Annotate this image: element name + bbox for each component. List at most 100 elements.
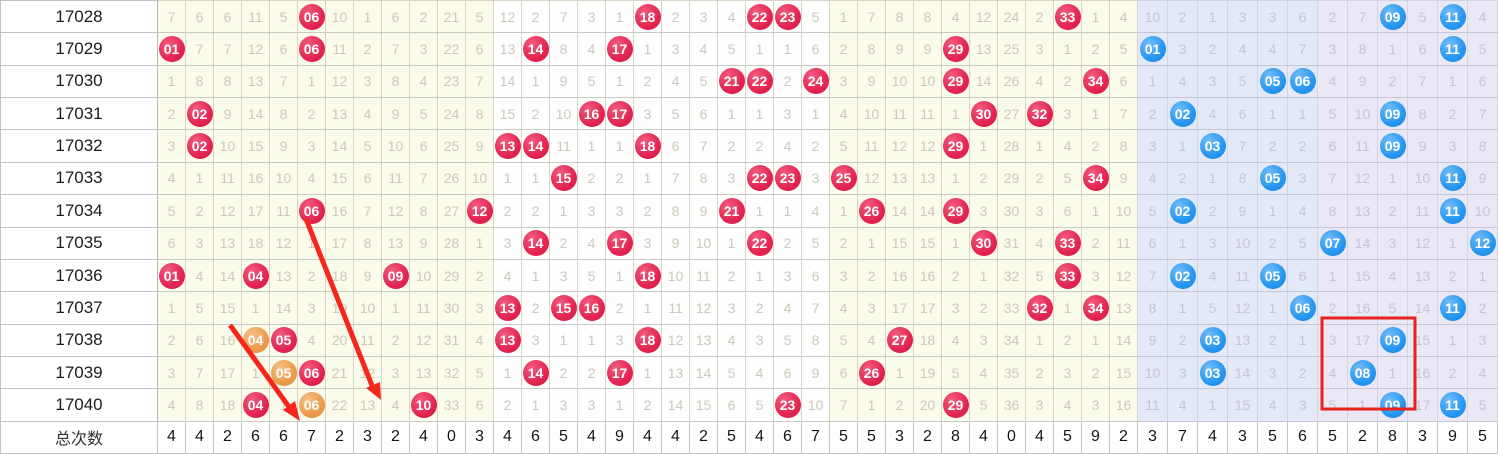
cell-drawn-ball: 07 — [1317, 226, 1348, 260]
cell-miss-count: 17 — [913, 291, 942, 325]
cell-miss-count: 12 — [1407, 226, 1438, 260]
cell-miss-count: 3 — [1167, 355, 1198, 390]
cell-miss-count: 6 — [1287, 258, 1318, 293]
cell-miss-count: 5 — [185, 291, 214, 325]
red-ball: 29 — [942, 391, 969, 418]
cell-miss-count: 1 — [1437, 64, 1468, 99]
cell-miss-count: 11 — [1227, 258, 1258, 293]
cell-drawn-ball: 12 — [465, 194, 494, 228]
cell-drawn-ball: 02 — [185, 129, 214, 163]
cell-miss-count: 9 — [801, 355, 830, 390]
total-count-cell: 5 — [717, 420, 746, 454]
cell-miss-count: 4 — [1287, 194, 1318, 228]
cell-miss-count: 4 — [829, 97, 858, 131]
cell-miss-count: 15 — [493, 97, 522, 131]
cell-miss-count: 9 — [269, 129, 298, 163]
red-ball: 26 — [858, 359, 885, 386]
red-ball: 23 — [774, 165, 801, 192]
cell-miss-count: 4 — [1257, 32, 1288, 66]
cell-miss-count: 13 — [493, 32, 522, 66]
cell-miss-count: 13 — [661, 355, 690, 390]
cell-drawn-ball: 10 — [409, 388, 438, 422]
cell-miss-count: 11 — [269, 194, 298, 228]
cell-drawn-ball: 06 — [1287, 291, 1318, 325]
cell-miss-count: 7 — [381, 32, 410, 66]
cell-miss-count: 29 — [437, 258, 466, 293]
cell-miss-count: 2 — [577, 355, 606, 390]
cell-miss-count: 2 — [1081, 226, 1110, 260]
cell-miss-count: 9 — [213, 97, 242, 131]
cell-miss-count: 7 — [549, 0, 578, 34]
cell-drawn-ball: 33 — [1053, 258, 1082, 293]
total-count-cell: 5 — [549, 420, 578, 454]
cell-miss-count: 9 — [1467, 161, 1498, 196]
draw-row-17034: 17034 5 2 12 17 11 06 16 7 12 8 27 12 2 2 1 3 3 2 8 9 21 1 1 4 1 2… — [0, 194, 1498, 228]
cell-miss-count: 3 — [1081, 388, 1110, 422]
cell-miss-count: 11 — [885, 97, 914, 131]
cell-drawn-ball: 13 — [493, 129, 522, 163]
cell-miss-count: 3 — [185, 226, 214, 260]
cell-miss-count: 6 — [1137, 226, 1168, 260]
red-ball: 33 — [1054, 230, 1081, 257]
red-ball: 30 — [970, 230, 997, 257]
cell-miss-count: 15 — [689, 388, 718, 422]
cell-miss-count: 11 — [325, 32, 354, 66]
cell-miss-count: 5 — [745, 388, 774, 422]
cell-miss-count: 32 — [997, 258, 1026, 293]
draw-row-17037: 17037 1 5 15 1 14 3 19 10 1 11 30 3 13 2 15 16 2 1 11 12 3 2 4 7… — [0, 291, 1498, 325]
cell-miss-count: 10 — [661, 258, 690, 293]
cell-miss-count: 17 — [1347, 323, 1378, 357]
cell-miss-count: 36 — [997, 388, 1026, 422]
cell-miss-count: 10 — [1227, 226, 1258, 260]
cell-miss-count: 1 — [269, 388, 298, 422]
cell-miss-count: 32 — [437, 355, 466, 390]
red-ball: 01 — [158, 262, 185, 289]
cell-miss-count: 6 — [1109, 64, 1138, 99]
cell-drawn-ball: 22 — [745, 0, 774, 34]
cell-miss-count: 7 — [1109, 97, 1138, 131]
total-count-cell: 4 — [409, 420, 438, 454]
total-count-cell: 6 — [773, 420, 802, 454]
cell-drawn-ball: 17 — [605, 355, 634, 390]
cell-miss-count: 4 — [1053, 388, 1082, 422]
cell-miss-count: 1 — [1197, 388, 1228, 422]
cell-miss-count: 4 — [381, 388, 410, 422]
cell-miss-count: 5 — [829, 323, 858, 357]
cell-miss-count: 3 — [717, 161, 746, 196]
cell-drawn-ball: 06 — [1287, 64, 1318, 99]
total-count-cell: 2 — [689, 420, 718, 454]
cell-miss-count: 1 — [773, 32, 802, 66]
cell-miss-count: 5 — [773, 323, 802, 357]
cell-miss-count: 11 — [353, 323, 382, 357]
cell-miss-count: 4 — [465, 323, 494, 357]
blue-ball: 05 — [1259, 165, 1286, 192]
cell-miss-count: 11 — [1137, 388, 1168, 422]
cell-miss-count: 15 — [325, 161, 354, 196]
cell-miss-count: 10 — [549, 97, 578, 131]
cell-miss-count: 2 — [605, 291, 634, 325]
draw-number-label: 17033 — [0, 161, 158, 196]
red-ball: 33 — [1054, 3, 1081, 30]
blue-ball: 12 — [1469, 230, 1496, 257]
cell-drawn-ball: 11 — [1437, 291, 1468, 325]
cell-miss-count: 1 — [577, 129, 606, 163]
cell-miss-count: 2 — [1257, 129, 1288, 163]
cell-miss-count: 1 — [773, 194, 802, 228]
cell-miss-count: 4 — [297, 323, 326, 357]
total-count-cell: 6 — [1287, 420, 1318, 454]
red-ball: 26 — [858, 197, 885, 224]
cell-miss-count: 4 — [1167, 388, 1198, 422]
cell-miss-count: 17 — [213, 355, 242, 390]
total-count-cell: 7 — [297, 420, 326, 454]
cell-miss-count: 6 — [409, 129, 438, 163]
cell-miss-count: 2 — [549, 226, 578, 260]
draw-row-17029: 17029 01 7 7 12 6 06 11 2 7 3 22 6 13 14 8 4 17 1 3 4 5 1 1 6 2 8 9… — [0, 32, 1498, 66]
cell-miss-count: 12 — [381, 194, 410, 228]
cell-miss-count: 4 — [353, 97, 382, 131]
cell-miss-count: 7 — [269, 64, 298, 99]
cell-drawn-ball: 03 — [1197, 355, 1228, 390]
red-ball: 04 — [242, 391, 269, 418]
cell-miss-count: 5 — [465, 355, 494, 390]
cell-drawn-ball: 22 — [745, 161, 774, 196]
